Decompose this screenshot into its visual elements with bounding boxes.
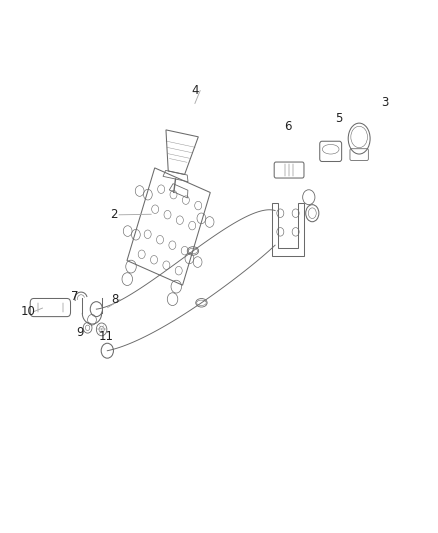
Text: 11: 11 xyxy=(99,330,113,343)
Text: 6: 6 xyxy=(284,120,292,133)
Text: 9: 9 xyxy=(76,326,84,339)
Text: 2: 2 xyxy=(110,208,118,221)
Text: 10: 10 xyxy=(21,305,35,318)
Text: 7: 7 xyxy=(71,290,78,303)
Text: 5: 5 xyxy=(335,112,342,125)
Text: 4: 4 xyxy=(191,84,199,97)
Text: 3: 3 xyxy=(381,96,388,109)
Text: 8: 8 xyxy=(111,293,118,306)
